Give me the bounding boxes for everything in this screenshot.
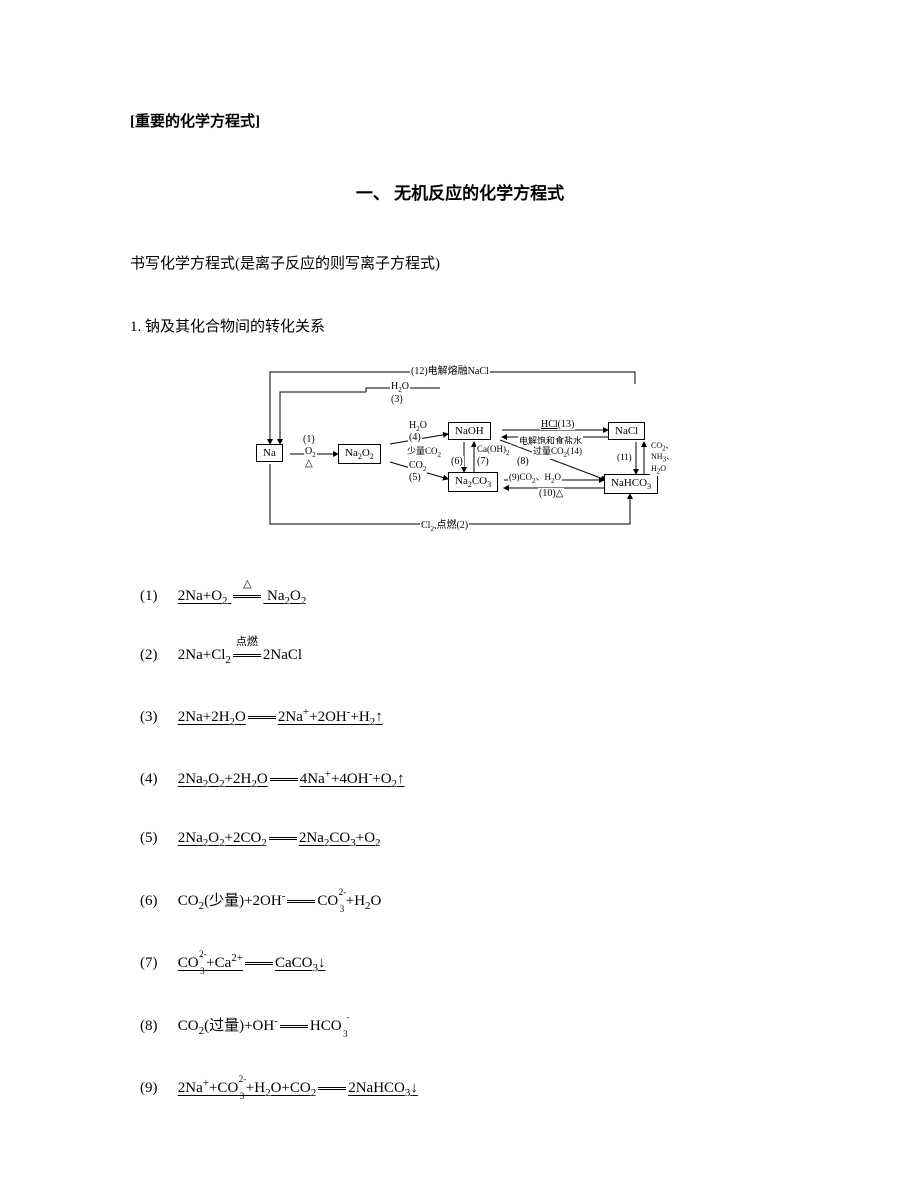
label-co2nh3: CO2、NH3、H2O: [650, 442, 675, 476]
label-9: (9)CO2、H2O: [508, 470, 562, 485]
label-8: (8): [516, 456, 530, 467]
equation-4: (4) 2Na2O2+2H2O4Na++4OH-+O2↑: [140, 768, 790, 790]
document-header: [重要的化学方程式]: [130, 110, 790, 131]
label-4b: (4): [408, 432, 422, 443]
label-3b: (3): [390, 394, 404, 405]
node-nacl: NaCl: [608, 422, 645, 440]
label-6a: 少量CO2: [406, 444, 442, 459]
eq-num: (4): [140, 771, 174, 788]
equation-7: (7) CO2-3 +Ca2+CaCO3↓: [140, 952, 790, 974]
label-3a: H2O: [390, 381, 410, 394]
label-7a: Ca(OH)2: [476, 444, 511, 457]
instruction-text: 书写化学方程式(是离子反应的则写离子方程式): [130, 252, 790, 273]
eq-num: (9): [140, 1080, 174, 1097]
node-naoh: NaOH: [448, 422, 491, 440]
section-title: 一、 无机反应的化学方程式: [130, 179, 790, 204]
eq-num: (6): [140, 893, 174, 910]
label-11: (11): [616, 452, 633, 462]
label-2: Cl2,点燃(2): [420, 516, 469, 533]
label-6b: (6): [450, 456, 464, 467]
equation-1: (1) 2Na+O2 △ Na2O2: [140, 588, 790, 607]
node-na2co3: Na2CO3: [448, 472, 498, 492]
label-10: (10)△: [538, 488, 564, 499]
eq-num: (5): [140, 830, 174, 847]
label-5b: (5): [408, 472, 422, 483]
eq-num: (8): [140, 1018, 174, 1035]
eq-num: (3): [140, 709, 174, 726]
equation-8: (8) CO2(过量)+OH-HCO-3: [140, 1014, 790, 1037]
equation-6: (6) CO2(少量)+2OH-CO2-3 +H2O: [140, 889, 790, 912]
eq-num: (2): [140, 647, 174, 664]
equation-5: (5) 2Na2O2+2CO22Na2CO3+O2: [140, 830, 790, 849]
diagram-container: Na Na2O2 NaOH Na2CO3 NaCl NaHCO3 (12)电解熔…: [130, 364, 790, 548]
label-13: HCl(13): [540, 419, 575, 430]
node-nahco3: NaHCO3: [604, 474, 658, 494]
eq-num: (7): [140, 955, 174, 972]
transformation-diagram: Na Na2O2 NaOH Na2CO3 NaCl NaHCO3 (12)电解熔…: [240, 364, 680, 548]
label-1a: (1): [302, 434, 316, 445]
equation-9: (9) 2Na++CO2-3 +H2O+CO22NaHCO3↓: [140, 1077, 790, 1099]
node-na: Na: [256, 444, 283, 462]
subsection-heading: 1. 钠及其化合物间的转化关系: [130, 315, 790, 336]
label-7b: (7): [476, 456, 490, 467]
eq-num: (1): [140, 588, 174, 605]
equation-list: (1) 2Na+O2 △ Na2O2 (2) 2Na+Cl2点燃2NaCl (3…: [130, 588, 790, 1099]
equation-2: (2) 2Na+Cl2点燃2NaCl: [140, 647, 790, 666]
label-1c: △: [304, 458, 314, 469]
node-na2o2: Na2O2: [338, 444, 381, 464]
equation-3: (3) 2Na+2H2O2Na++2OH-+H2↑: [140, 706, 790, 728]
label-12: (12)电解熔融NaCl: [410, 362, 490, 377]
label-14b: 过量CO2(14): [532, 444, 583, 459]
